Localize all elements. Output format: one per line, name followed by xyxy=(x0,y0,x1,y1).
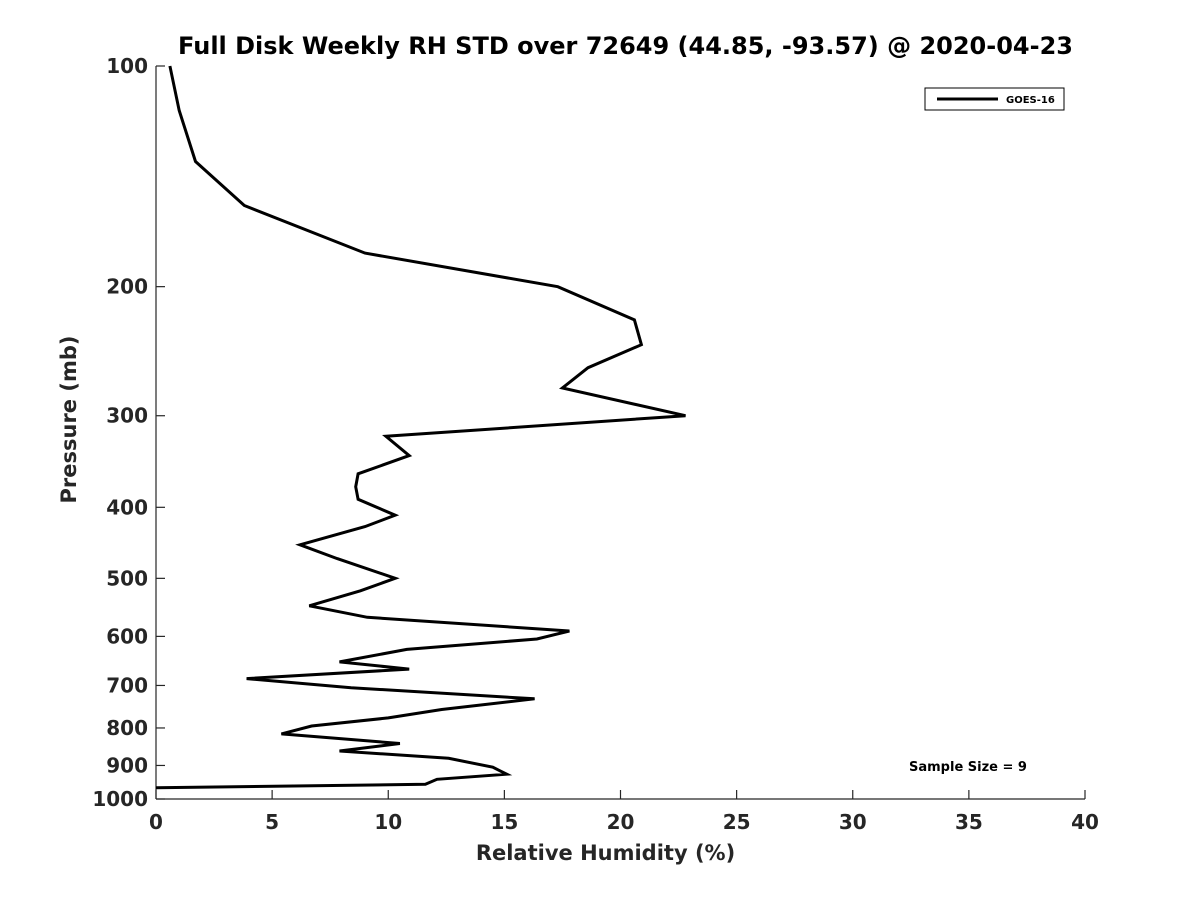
legend-entry-goes-16: GOES-16 xyxy=(1006,95,1055,106)
y-tick-label: 700 xyxy=(106,673,148,697)
x-tick-label: 35 xyxy=(955,810,983,834)
x-axis-label: Relative Humidity (%) xyxy=(476,841,735,865)
y-axis-label: Pressure (mb) xyxy=(57,336,81,504)
y-tick-label: 1000 xyxy=(92,787,148,811)
y-tick-label: 300 xyxy=(106,404,148,428)
x-tick-label: 5 xyxy=(265,810,279,834)
sample-size-annotation: Sample Size = 9 xyxy=(909,760,1027,775)
plot-area xyxy=(156,66,1085,799)
series-line-goes-16 xyxy=(155,65,686,790)
x-tick-label: 0 xyxy=(149,810,163,834)
x-tick-label: 15 xyxy=(490,810,518,834)
x-tick-label: 20 xyxy=(607,810,635,834)
series-layer xyxy=(155,65,686,790)
y-tick-label: 400 xyxy=(106,495,148,519)
y-tick-label: 100 xyxy=(106,54,148,78)
y-tick-label: 800 xyxy=(106,716,148,740)
x-tick-label: 30 xyxy=(839,810,867,834)
y-tick-label: 900 xyxy=(106,753,148,777)
chart-title: Full Disk Weekly RH STD over 72649 (44.8… xyxy=(178,32,1073,60)
y-tick-label: 500 xyxy=(106,566,148,590)
y-tick-label: 200 xyxy=(106,275,148,299)
x-tick-label: 10 xyxy=(374,810,402,834)
axes: 0 5 10 15 20 25 30 35 40 100 200 300 400 500 600 700 800… xyxy=(92,54,1099,834)
x-tick-label: 40 xyxy=(1071,810,1099,834)
y-tick-label: 600 xyxy=(106,624,148,648)
x-tick-label: 25 xyxy=(723,810,751,834)
legend: GOES-16 xyxy=(924,87,1065,111)
